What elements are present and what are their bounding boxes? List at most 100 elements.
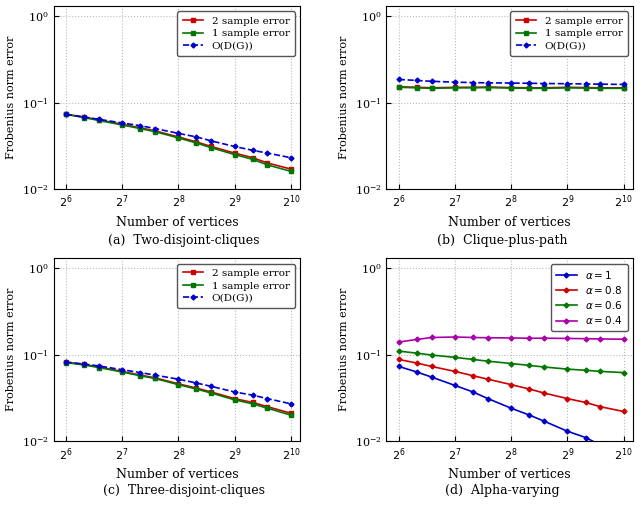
$\alpha = 0.8$ — [525, 386, 533, 392]
2 sample error — [413, 84, 420, 90]
O(D(G)) — [484, 80, 492, 86]
O(D(G)) — [175, 376, 182, 382]
X-axis label: Number of vertices: Number of vertices — [449, 216, 571, 229]
2 sample error — [193, 139, 200, 145]
2 sample error — [62, 112, 70, 118]
O(D(G)) — [151, 372, 159, 378]
$\alpha = 1$ — [484, 395, 492, 402]
1 sample error — [428, 85, 435, 91]
$\alpha = 0.8$ — [428, 364, 435, 370]
O(D(G)) — [508, 80, 515, 86]
$\alpha = 0.6$ — [525, 363, 533, 369]
$\alpha = 0.4$ — [596, 336, 604, 342]
2 sample error — [175, 381, 182, 387]
2 sample error — [207, 389, 215, 395]
O(D(G)) — [80, 114, 88, 120]
2 sample error — [151, 375, 159, 381]
Y-axis label: Frobenius norm error: Frobenius norm error — [6, 36, 16, 159]
O(D(G)) — [95, 363, 102, 369]
$\alpha = 0.6$ — [540, 364, 548, 370]
Line: $\alpha = 0.6$: $\alpha = 0.6$ — [397, 349, 625, 374]
$\alpha = 1$ — [451, 382, 459, 388]
O(D(G)) — [264, 150, 271, 156]
Line: 1 sample error: 1 sample error — [64, 361, 292, 417]
$\alpha = 1$ — [564, 428, 572, 434]
O(D(G)) — [136, 123, 144, 129]
Line: 1 sample error: 1 sample error — [397, 86, 625, 90]
$\alpha = 0.4$ — [525, 335, 533, 341]
O(D(G)) — [118, 367, 126, 373]
2 sample error — [596, 85, 604, 91]
2 sample error — [136, 125, 144, 131]
Legend: 2 sample error, 1 sample error, O(D(G)): 2 sample error, 1 sample error, O(D(G)) — [177, 264, 295, 308]
1 sample error — [230, 397, 238, 403]
1 sample error — [564, 85, 572, 91]
1 sample error — [540, 85, 548, 91]
2 sample error — [451, 84, 459, 90]
$\alpha = 1$ — [395, 364, 403, 370]
O(D(G)) — [193, 380, 200, 386]
Legend: 2 sample error, 1 sample error, O(D(G)): 2 sample error, 1 sample error, O(D(G)) — [510, 12, 628, 56]
O(D(G)) — [175, 130, 182, 136]
2 sample error — [175, 134, 182, 140]
1 sample error — [249, 156, 257, 162]
O(D(G)) — [395, 77, 403, 83]
1 sample error — [582, 85, 589, 91]
1 sample error — [136, 126, 144, 132]
$\alpha = 0.6$ — [484, 358, 492, 364]
Y-axis label: Frobenius norm error: Frobenius norm error — [339, 36, 349, 159]
O(D(G)) — [582, 81, 589, 87]
O(D(G)) — [118, 120, 126, 126]
2 sample error — [151, 128, 159, 134]
$\alpha = 0.8$ — [395, 356, 403, 363]
1 sample error — [287, 168, 294, 174]
O(D(G)) — [249, 147, 257, 153]
$\alpha = 0.4$ — [451, 334, 459, 340]
1 sample error — [287, 412, 294, 418]
1 sample error — [80, 362, 88, 368]
O(D(G)) — [264, 395, 271, 402]
1 sample error — [525, 85, 533, 91]
$\alpha = 1$ — [508, 405, 515, 411]
1 sample error — [395, 84, 403, 90]
Y-axis label: Frobenius norm error: Frobenius norm error — [339, 288, 349, 411]
$\alpha = 0.8$ — [508, 382, 515, 388]
1 sample error — [451, 85, 459, 91]
$\alpha = 0.4$ — [620, 336, 628, 342]
$\alpha = 0.6$ — [564, 366, 572, 372]
2 sample error — [287, 410, 294, 416]
$\alpha = 0.4$ — [582, 336, 589, 342]
O(D(G)) — [193, 134, 200, 140]
1 sample error — [80, 115, 88, 121]
$\alpha = 0.8$ — [451, 369, 459, 375]
$\alpha = 0.6$ — [395, 348, 403, 354]
1 sample error — [95, 118, 102, 124]
O(D(G)) — [230, 389, 238, 395]
$\alpha = 0.4$ — [428, 335, 435, 341]
$\alpha = 0.6$ — [620, 370, 628, 376]
2 sample error — [95, 364, 102, 370]
O(D(G)) — [151, 126, 159, 132]
2 sample error — [249, 155, 257, 161]
O(D(G)) — [230, 143, 238, 150]
2 sample error — [80, 114, 88, 120]
O(D(G)) — [413, 78, 420, 84]
$\alpha = 0.6$ — [413, 350, 420, 356]
X-axis label: Number of vertices: Number of vertices — [116, 216, 238, 229]
$\alpha = 0.8$ — [484, 376, 492, 382]
$\alpha = 1$ — [413, 369, 420, 375]
$\alpha = 1$ — [525, 412, 533, 418]
$\alpha = 0.8$ — [620, 409, 628, 415]
Text: (c)  Three-disjoint-cliques: (c) Three-disjoint-cliques — [103, 484, 265, 496]
O(D(G)) — [207, 138, 215, 144]
1 sample error — [596, 85, 604, 91]
Line: O(D(G)): O(D(G)) — [64, 360, 292, 406]
O(D(G)) — [525, 80, 533, 86]
1 sample error — [118, 122, 126, 128]
$\alpha = 0.8$ — [469, 373, 477, 379]
$\alpha = 0.4$ — [484, 335, 492, 341]
2 sample error — [287, 166, 294, 172]
Line: O(D(G)): O(D(G)) — [64, 113, 292, 159]
$\alpha = 0.8$ — [540, 390, 548, 396]
$\alpha = 0.4$ — [413, 337, 420, 343]
